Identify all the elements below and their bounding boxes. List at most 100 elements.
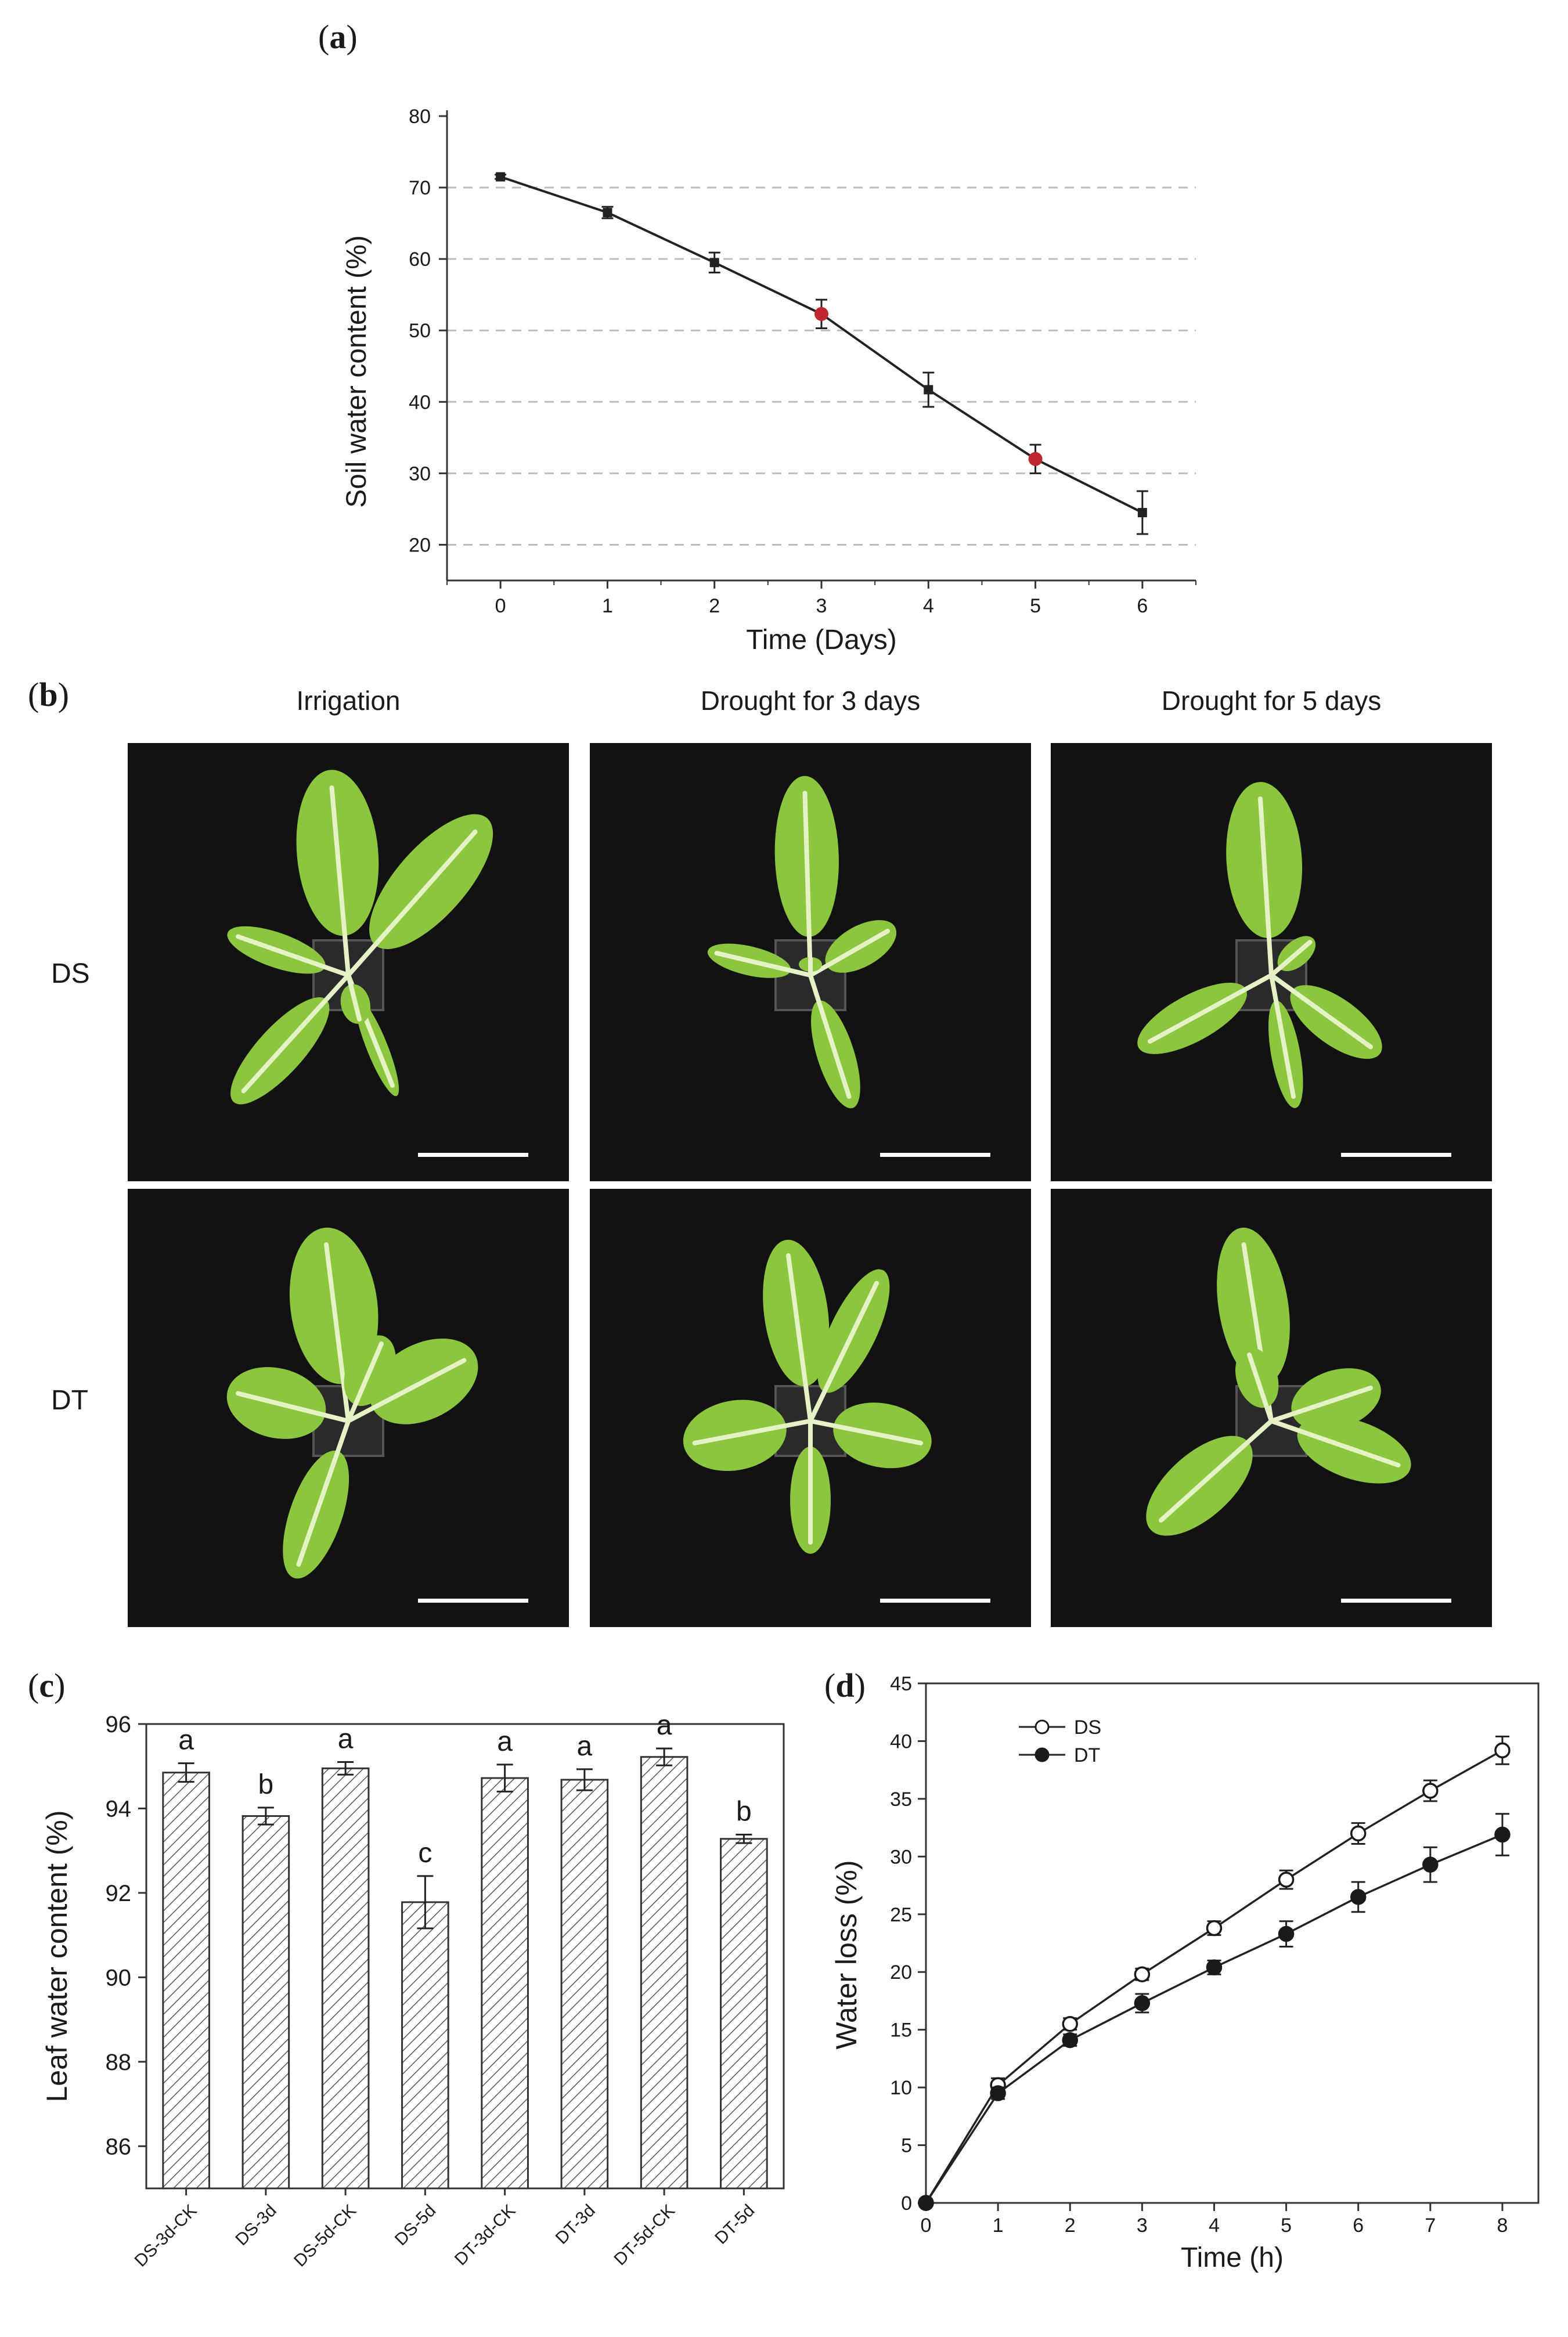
plant-photo-dt-2 — [590, 1189, 1031, 1627]
leaf-midrib — [346, 1358, 467, 1423]
data-point-ds — [1134, 1966, 1151, 1982]
y-tick-label: 5 — [901, 2135, 912, 2157]
leaf-midrib — [235, 1391, 351, 1423]
leaf — [289, 1227, 379, 1423]
scale-bar — [418, 1599, 528, 1603]
leaf-midrib — [808, 929, 890, 978]
y-tick-label: 80 — [409, 106, 431, 128]
leaf-water-bar-chart: 86 88 90 92 94 96 Leaf water content (%) a DS-3d… — [41, 1710, 785, 2271]
scale-bar — [418, 1153, 528, 1157]
data-point-highlight — [814, 306, 828, 321]
column-label-drought-3d: Drought for 3 days — [700, 686, 921, 716]
significance-label: b — [258, 1769, 274, 1800]
leaf-midrib — [1147, 973, 1274, 1044]
leaf — [346, 814, 493, 978]
x-tick-label: DT-3d-CK — [451, 2201, 520, 2270]
leaf-midrib — [808, 1419, 923, 1446]
data-point-dt — [1062, 2032, 1078, 2049]
series-line-dt — [925, 1833, 1503, 2203]
x-tick-label: 2 — [709, 595, 720, 617]
data-point-ds — [1494, 1742, 1511, 1759]
plant-illustration — [707, 776, 897, 1109]
x-tick-label: DT-5d — [711, 2201, 758, 2248]
column-label-drought-5d: Drought for 5 days — [1161, 686, 1382, 716]
leaf-midrib — [346, 1341, 384, 1423]
significance-label: a — [577, 1731, 593, 1762]
x-tick-label: 6 — [1137, 595, 1148, 617]
data-point-dt — [1422, 1856, 1439, 1873]
data-point — [603, 208, 612, 218]
x-tick-label: DT-5d-CK — [610, 2201, 679, 2270]
leaf — [283, 1419, 351, 1579]
leaf — [1269, 973, 1382, 1059]
bar — [241, 1815, 290, 2190]
x-tick-label: 4 — [923, 595, 934, 617]
leaf — [227, 926, 351, 978]
x-tick-label: 0 — [495, 595, 506, 617]
leaf-midrib — [1269, 1419, 1401, 1468]
leaf — [707, 943, 813, 978]
leaf-midrib — [296, 1419, 351, 1567]
data-point-dt — [918, 2195, 934, 2211]
y-axis-label: Leaf water content (%) — [41, 1810, 73, 2102]
y-tick-label: 15 — [890, 2019, 912, 2042]
x-tick-label: DS-3d — [232, 2201, 280, 2249]
leaf — [808, 1402, 932, 1469]
x-tick-label: DS-5d-CK — [290, 2201, 360, 2271]
y-tick-label: 70 — [409, 177, 431, 199]
plant-illustration — [227, 770, 493, 1105]
leaf — [1269, 1416, 1411, 1484]
data-point — [496, 172, 506, 182]
x-tick-label: DS-3d-CK — [131, 2201, 201, 2271]
leaf — [774, 776, 839, 978]
x-tick-label: 3 — [1137, 2215, 1148, 2237]
x-tick-label: DT-3d — [552, 2201, 599, 2248]
plant-photo-ds-3 — [1051, 743, 1492, 1181]
y-tick-label: 35 — [890, 1788, 912, 1811]
significance-label: a — [497, 1726, 513, 1757]
leaf — [1269, 936, 1316, 978]
y-tick-label: 88 — [106, 2050, 132, 2075]
leaf — [683, 1400, 813, 1472]
panel-label-b: (b) — [28, 676, 69, 713]
row-label-ds: DS — [51, 958, 90, 989]
leaf — [1146, 1419, 1274, 1536]
data-point-dt — [1350, 1889, 1367, 1905]
legend-marker — [1034, 1747, 1050, 1762]
bar — [720, 1838, 768, 2190]
leaf — [763, 1239, 830, 1423]
plant-illustration — [683, 1239, 932, 1554]
x-tick-label: 7 — [1425, 2215, 1436, 2237]
leaf-midrib — [329, 785, 351, 978]
leaf-midrib — [786, 1253, 813, 1423]
legend-label: DT — [1074, 1744, 1100, 1766]
data-point-dt — [1206, 1959, 1223, 1976]
y-tick-label: 45 — [890, 1673, 912, 1695]
leaf — [808, 920, 897, 978]
plant-photo-dt-1 — [128, 1189, 569, 1627]
y-tick-label: 50 — [409, 320, 431, 342]
x-axis-label: Time (Days) — [746, 625, 897, 655]
leaf-midrib — [692, 1419, 813, 1446]
data-point-dt — [1278, 1925, 1295, 1942]
y-tick-label: 20 — [409, 534, 431, 556]
panel-label-c: (c) — [28, 1667, 66, 1704]
leaf-midrib — [1269, 940, 1313, 978]
y-tick-label: 25 — [890, 1904, 912, 1926]
leaf — [226, 1367, 351, 1439]
data-point-dt — [990, 2085, 1006, 2101]
y-tick-label: 92 — [106, 1881, 132, 1906]
x-tick-label: 5 — [1030, 595, 1041, 617]
plant-illustration — [1137, 782, 1382, 1108]
leaf — [1269, 1368, 1381, 1431]
plant-photo-dt-3 — [1051, 1189, 1492, 1627]
bar — [481, 1777, 529, 2190]
bar — [640, 1756, 689, 2190]
y-tick-label: 60 — [409, 248, 431, 271]
y-axis-label: Soil water content (%) — [341, 235, 372, 508]
x-tick-label: 3 — [816, 595, 827, 617]
series-line — [500, 175, 1143, 514]
y-tick-label: 96 — [106, 1712, 132, 1737]
leaf-midrib — [714, 950, 813, 978]
leaf-midrib — [346, 973, 362, 1022]
